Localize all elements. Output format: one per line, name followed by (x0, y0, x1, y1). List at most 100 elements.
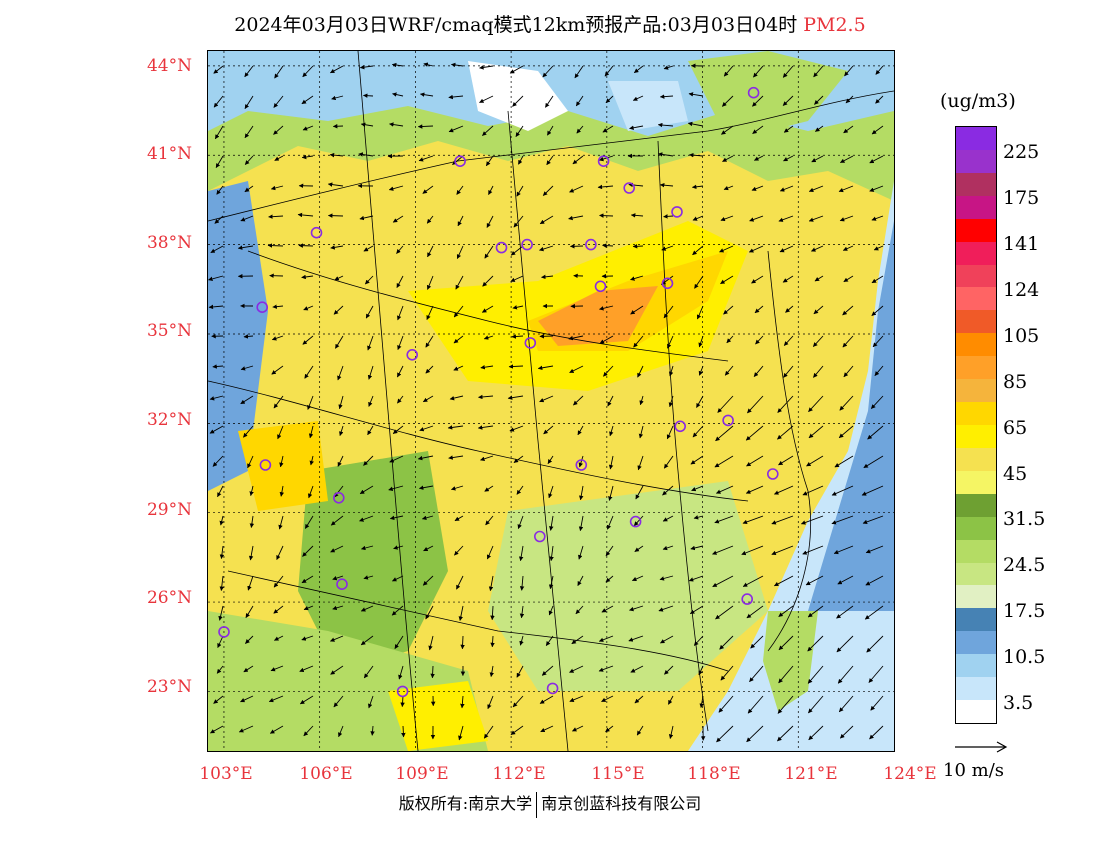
wind-vector (370, 725, 375, 736)
wind-vector (453, 365, 464, 371)
wind-vector (367, 365, 374, 380)
wind-vector (782, 95, 794, 106)
station-marker (406, 348, 418, 361)
wind-vector (606, 515, 614, 530)
wind-vector (691, 184, 704, 190)
colorbar-label: 24.5 (1003, 554, 1046, 576)
colorbar-segment (956, 447, 996, 472)
wind-vector (425, 365, 434, 374)
wind-vector (712, 575, 734, 588)
wind-vector (394, 635, 404, 649)
colorbar-segment (956, 172, 996, 197)
pm25-forecast-map[interactable] (207, 50, 895, 752)
wind-scale-arrow (955, 741, 1008, 753)
wind-vector (337, 365, 344, 381)
wind-vector (815, 125, 824, 132)
wind-vector (483, 725, 494, 739)
wind-vector (509, 65, 524, 74)
wind-vector (609, 425, 614, 437)
colorbar-label: 225 (1003, 141, 1040, 163)
wind-vector (721, 95, 734, 107)
wind-vector (814, 95, 824, 105)
wind-vector (330, 545, 344, 553)
wind-vector (389, 515, 404, 521)
wind-vector (808, 215, 824, 222)
wind-vector (338, 725, 344, 738)
wind-vector (490, 605, 495, 621)
wind-vector (308, 425, 314, 439)
wind-vector (516, 665, 524, 678)
wind-vector (360, 122, 374, 127)
wind-vector (208, 304, 224, 310)
wind-vector (268, 214, 284, 219)
wind-vector (243, 334, 254, 339)
wind-vector (359, 515, 374, 522)
wind-vector (512, 95, 524, 107)
wind-vector (268, 695, 284, 703)
field-north-clean-2 (608, 81, 688, 131)
colorbar-label: 65 (1003, 417, 1028, 439)
field-sea-mid (808, 221, 894, 611)
wind-vector (746, 455, 764, 467)
wind-vector (664, 665, 674, 675)
wind-vector (363, 245, 374, 252)
wind-vector (696, 305, 704, 320)
wind-vector (598, 665, 614, 672)
wind-vector (517, 515, 524, 530)
wind-vector (418, 155, 434, 162)
wind-vector (753, 65, 764, 78)
wind-vector (869, 185, 884, 192)
wind-vector (301, 575, 314, 584)
lat-label: 23°N (146, 677, 192, 697)
wind-vector (210, 725, 224, 734)
wind-vector (576, 125, 584, 134)
wind-vector (662, 485, 674, 496)
wind-vector (802, 545, 824, 555)
wind-vector (668, 725, 674, 739)
wind-vector (630, 665, 644, 673)
wind-vector (777, 425, 794, 440)
station-marker (575, 459, 588, 471)
monitoring-stations (218, 86, 779, 698)
wind-vector (273, 125, 284, 135)
wind-vector (545, 635, 554, 646)
colorbar-segment (956, 493, 996, 518)
wind-vector (388, 485, 404, 492)
wind-vector (279, 485, 285, 497)
wind-vector (632, 244, 644, 249)
wind-vector (362, 93, 374, 98)
colorbar-segment (956, 241, 996, 266)
wind-vector (244, 155, 254, 165)
colorbar-segment (956, 264, 996, 288)
wind-vector (722, 155, 734, 162)
wind-vector (393, 545, 404, 550)
wind-vector (359, 215, 374, 221)
wind-vector (720, 215, 734, 222)
wind-vector (299, 665, 314, 672)
wind-vector (844, 65, 854, 77)
wind-vector (389, 455, 404, 463)
wind-vector (742, 515, 764, 525)
wind-vector (578, 515, 584, 532)
wind-vector (276, 545, 284, 561)
wind-vector (598, 635, 614, 642)
wind-vector (301, 154, 314, 160)
wind-vector (692, 425, 704, 438)
wind-vector (512, 695, 524, 708)
map-canvas (208, 51, 894, 751)
wind-vector (279, 455, 284, 468)
wind-vector (628, 635, 644, 642)
wind-vector (723, 305, 734, 315)
wind-vector (423, 545, 434, 552)
wind-vector (214, 125, 224, 140)
wind-vector (662, 515, 674, 522)
wind-vector (490, 635, 495, 648)
wind-vector (631, 575, 644, 582)
wind-vector (569, 665, 584, 673)
wind-vector (721, 125, 734, 135)
wind-vector (632, 95, 644, 101)
wind-vector (633, 515, 644, 527)
wind-vector (539, 215, 554, 225)
wind-vector (693, 515, 704, 520)
wind-vector (838, 695, 854, 713)
